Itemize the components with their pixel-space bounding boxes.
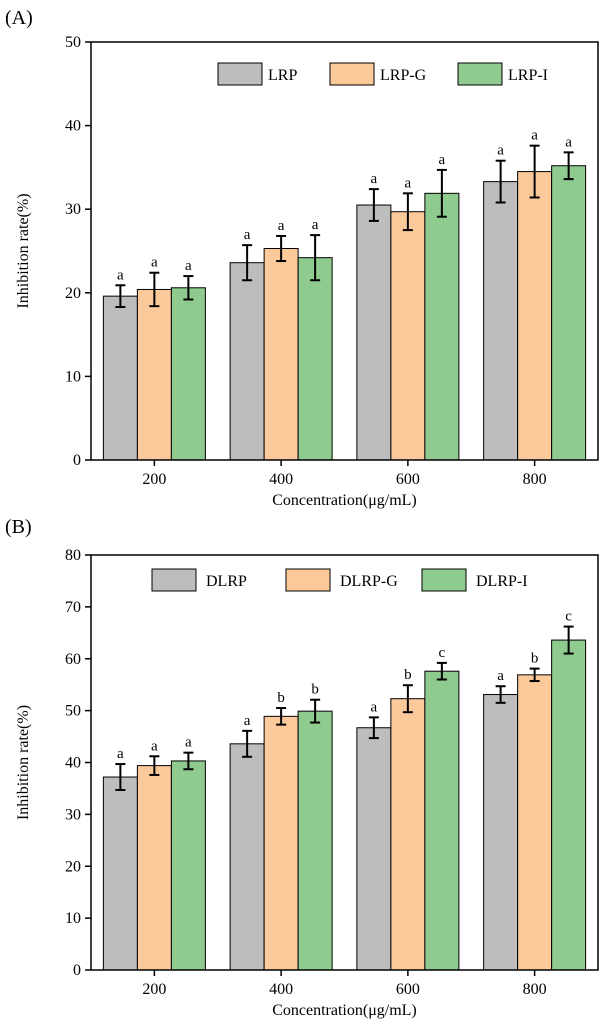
bar-dlrp-i-400 bbox=[297, 710, 333, 971]
bar-lrp-i-400 bbox=[297, 257, 333, 461]
x-tick-label: 800 bbox=[523, 471, 547, 488]
legend-label: LRP-G bbox=[380, 67, 427, 84]
significance-label: a bbox=[117, 746, 124, 762]
significance-label: b bbox=[277, 690, 285, 706]
x-axis-title: Concentration(μg/mL) bbox=[272, 1002, 417, 1019]
bar-lrp-200 bbox=[102, 295, 138, 461]
x-tick-label: 200 bbox=[142, 471, 166, 488]
bar-lrp-i-800 bbox=[551, 165, 587, 461]
chart-panel-a: (A) a a a a a a a a a a a a 0 10 20 30 40 50 200 400 600 800 Co… bbox=[5, 7, 599, 509]
x-tick-label: 200 bbox=[142, 981, 166, 998]
bar-dlrp-g-600 bbox=[390, 698, 426, 971]
y-tick-label: 30 bbox=[65, 806, 81, 823]
legend-label: DLRP-G bbox=[340, 573, 398, 590]
legend-swatch bbox=[421, 568, 467, 592]
significance-label: a bbox=[371, 171, 378, 187]
bar-lrp-600 bbox=[356, 204, 392, 461]
legend-label: LRP bbox=[268, 67, 297, 84]
panel-label: (A) bbox=[5, 7, 33, 29]
y-axis-title: Inhibition rate(%) bbox=[15, 705, 32, 820]
significance-label: a bbox=[278, 218, 285, 234]
x-tick-label: 800 bbox=[523, 981, 547, 998]
y-tick-label: 40 bbox=[65, 118, 81, 135]
significance-label: b bbox=[311, 682, 319, 698]
significance-label: a bbox=[565, 134, 572, 150]
significance-label: b bbox=[404, 667, 412, 683]
panel-label: (B) bbox=[5, 516, 32, 538]
bar-lrp-g-400 bbox=[263, 247, 299, 461]
bar-dlrp-800 bbox=[483, 694, 519, 971]
significance-label: a bbox=[312, 217, 319, 233]
significance-label: a bbox=[497, 668, 504, 684]
x-tick-label: 600 bbox=[396, 981, 420, 998]
y-tick-label: 0 bbox=[73, 452, 81, 469]
y-tick-label: 20 bbox=[65, 858, 81, 875]
x-tick-label: 400 bbox=[269, 981, 293, 998]
y-tick-label: 70 bbox=[65, 599, 81, 616]
bar-lrp-g-600 bbox=[390, 211, 426, 461]
x-tick-label: 600 bbox=[396, 471, 420, 488]
bar-dlrp-i-800 bbox=[551, 639, 587, 971]
legend-swatch bbox=[217, 62, 263, 86]
y-tick-label: 10 bbox=[65, 910, 81, 927]
significance-label: a bbox=[151, 738, 158, 754]
x-axis-title: Concentration(μg/mL) bbox=[272, 492, 417, 509]
bar-dlrp-400 bbox=[229, 743, 265, 971]
significance-label: c bbox=[565, 609, 572, 625]
bar-lrp-i-600 bbox=[424, 192, 460, 461]
y-tick-label: 40 bbox=[65, 755, 81, 772]
significance-label: a bbox=[185, 258, 192, 274]
bar-dlrp-i-200 bbox=[170, 760, 206, 971]
legend-swatch bbox=[151, 568, 197, 592]
legend-swatch bbox=[329, 62, 375, 86]
bar-dlrp-g-800 bbox=[517, 674, 553, 971]
significance-label: a bbox=[244, 227, 251, 243]
bar-lrp-g-800 bbox=[517, 171, 553, 461]
bar-lrp-i-200 bbox=[170, 287, 206, 461]
y-tick-label: 10 bbox=[65, 368, 81, 385]
bar-lrp-g-200 bbox=[136, 288, 172, 461]
y-tick-label: 50 bbox=[65, 703, 81, 720]
y-tick-label: 50 bbox=[65, 34, 81, 51]
significance-label: a bbox=[151, 255, 158, 271]
significance-label: a bbox=[497, 143, 504, 159]
legend-label: DLRP-I bbox=[476, 573, 528, 590]
legend-label: DLRP bbox=[206, 573, 247, 590]
bar-dlrp-g-200 bbox=[136, 765, 172, 971]
significance-label: a bbox=[244, 713, 251, 729]
significance-label: a bbox=[117, 267, 124, 283]
significance-label: a bbox=[371, 699, 378, 715]
x-tick-label: 400 bbox=[269, 471, 293, 488]
y-tick-label: 30 bbox=[65, 201, 81, 218]
significance-label: a bbox=[405, 175, 412, 191]
legend-label: LRP-I bbox=[508, 67, 548, 84]
axes-frame bbox=[90, 41, 599, 461]
significance-label: a bbox=[439, 152, 446, 168]
bar-dlrp-g-400 bbox=[263, 715, 299, 971]
significance-label: a bbox=[531, 128, 538, 144]
y-tick-label: 80 bbox=[65, 547, 81, 564]
bar-dlrp-i-600 bbox=[424, 670, 460, 971]
bar-lrp-800 bbox=[483, 181, 519, 461]
significance-label: b bbox=[531, 651, 539, 667]
y-tick-label: 20 bbox=[65, 285, 81, 302]
chart-panel-b: (B) a a a a a b b b a b c c 0 10 20 30 40 50 60 70 80 200 400 60… bbox=[5, 516, 599, 1019]
bar-lrp-400 bbox=[229, 262, 265, 461]
bar-dlrp-200 bbox=[102, 776, 138, 971]
bar-dlrp-600 bbox=[356, 727, 392, 971]
significance-label: a bbox=[185, 735, 192, 751]
significance-label: c bbox=[439, 645, 446, 661]
y-axis-title: Inhibition rate(%) bbox=[15, 193, 32, 308]
legend-swatch bbox=[457, 62, 503, 86]
y-tick-label: 0 bbox=[73, 962, 81, 979]
legend-swatch bbox=[285, 568, 331, 592]
y-tick-label: 60 bbox=[65, 651, 81, 668]
